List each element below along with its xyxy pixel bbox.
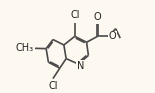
- Text: Cl: Cl: [48, 81, 58, 91]
- Text: CH₃: CH₃: [16, 43, 34, 53]
- Text: O: O: [109, 31, 116, 41]
- Text: N: N: [77, 61, 84, 71]
- Text: Cl: Cl: [70, 10, 80, 20]
- Text: O: O: [94, 12, 101, 22]
